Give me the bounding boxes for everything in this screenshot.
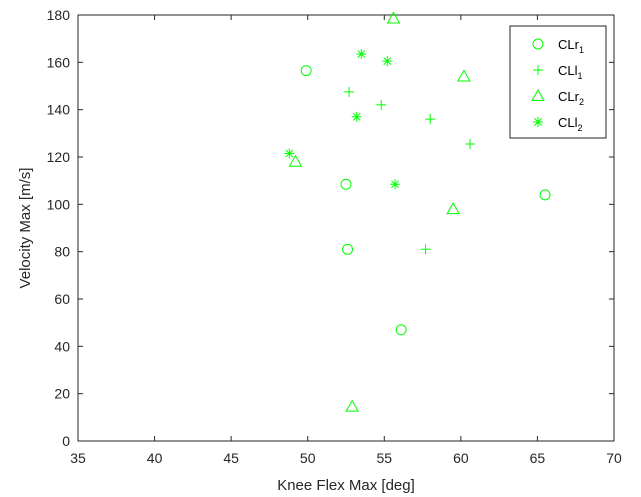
y-tick-label: 40: [54, 338, 70, 354]
x-tick-label: 60: [453, 450, 469, 466]
legend-label-name: CLl: [558, 115, 578, 130]
y-tick-label: 20: [54, 386, 70, 402]
legend-label-subscript: 1: [578, 71, 583, 81]
x-tick-label: 40: [147, 450, 163, 466]
data-point-asterisk: [352, 112, 362, 122]
y-tick-label: 140: [47, 102, 71, 118]
legend-label-subscript: 2: [578, 123, 583, 133]
legend-label-subscript: 1: [579, 45, 584, 55]
x-tick-label: 35: [70, 450, 86, 466]
legend-label-name: CLr: [558, 89, 580, 104]
y-tick-label: 0: [62, 433, 70, 449]
x-tick-label: 45: [223, 450, 239, 466]
y-tick-label: 120: [47, 149, 71, 165]
data-point-asterisk: [356, 49, 366, 59]
y-tick-label: 60: [54, 291, 70, 307]
y-axis-label: Velocity Max [m/s]: [17, 168, 34, 289]
legend-label-name: CLr: [558, 37, 580, 52]
y-tick-label: 160: [47, 54, 71, 70]
y-tick-label: 80: [54, 244, 70, 260]
data-point-asterisk: [390, 179, 400, 189]
y-tick-label: 100: [47, 196, 71, 212]
x-tick-label: 65: [530, 450, 546, 466]
x-tick-label: 50: [300, 450, 316, 466]
data-point-asterisk: [382, 56, 392, 66]
legend-label-name: CLl: [558, 63, 578, 78]
y-tick-label: 180: [47, 7, 71, 23]
x-axis-label: Knee Flex Max [deg]: [277, 477, 415, 494]
x-tick-label: 55: [376, 450, 392, 466]
data-point-asterisk: [284, 148, 294, 158]
legend-label-subscript: 2: [579, 97, 584, 107]
legend-marker-asterisk: [533, 117, 543, 127]
x-tick-label: 70: [606, 450, 622, 466]
